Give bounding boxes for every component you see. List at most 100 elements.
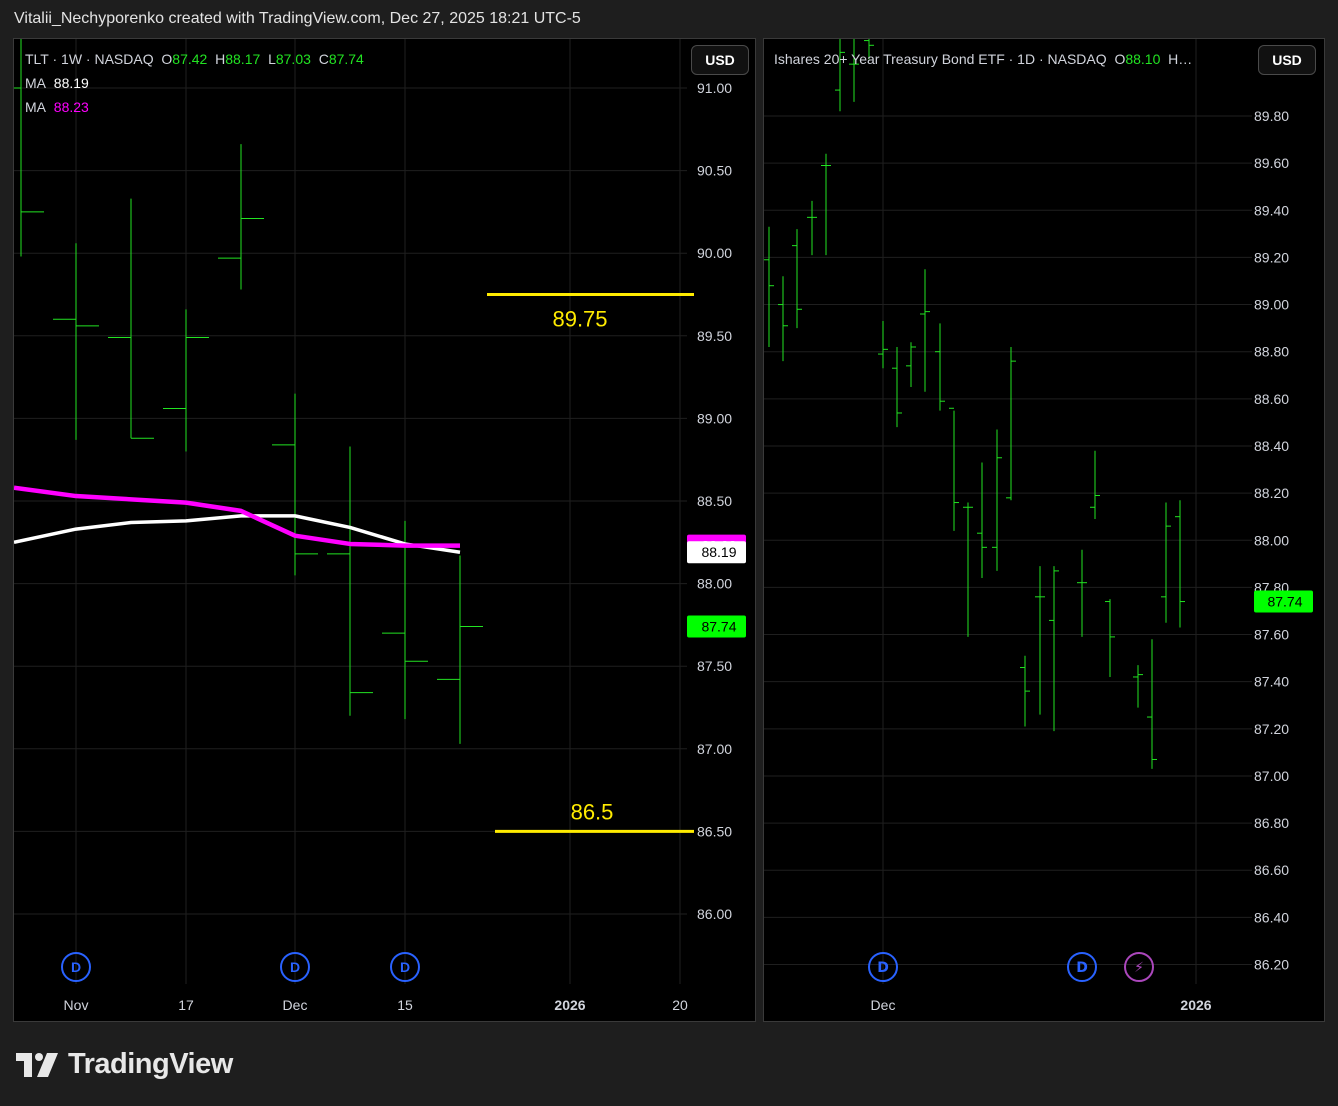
left-y-tick-label: 87.50 <box>697 658 732 674</box>
ma1-label: MA <box>25 75 46 91</box>
tradingview-logo-icon <box>16 1052 58 1077</box>
ma1-price-tag-bg <box>687 541 746 564</box>
left-y-tick-label: 90.00 <box>697 245 732 261</box>
ohlc-bar <box>108 198 154 439</box>
ohlc-bar <box>1090 450 1100 520</box>
left-x-tick-label: Nov <box>64 997 89 1013</box>
left-y-tick-label: 88.50 <box>697 493 732 509</box>
left-x-tick-label: 2026 <box>554 997 585 1013</box>
high-value: 88.17 <box>225 51 261 67</box>
ohlc-bar <box>1049 566 1059 732</box>
left-chart-panel[interactable]: 86.00 86.50 87.00 87.50 88.00 88.50 89.00 89.50… <box>13 38 756 1022</box>
ohlc-bar <box>849 39 859 102</box>
dividend-event-icon <box>868 952 898 982</box>
split-event-icon <box>1124 952 1154 982</box>
dividend-event-icon <box>61 952 91 982</box>
left-symbol[interactable]: TLT · 1W · NASDAQ <box>25 51 154 67</box>
left-x-tick-label: 20 <box>672 997 688 1013</box>
dividend-event-label: D <box>71 959 81 975</box>
dividend-event-icon <box>1067 952 1097 982</box>
right-y-tick-label: 87.40 <box>1254 674 1289 690</box>
right-open-value: 88.10 <box>1125 51 1161 67</box>
right-x-tick-label: 2026 <box>1180 997 1211 1013</box>
right-open-label: O <box>1114 51 1126 67</box>
ohlc-bar <box>1105 599 1115 677</box>
left-y-tick-label: 89.50 <box>697 328 732 344</box>
right-y-tick-label: 86.20 <box>1254 957 1289 973</box>
ohlc-bar <box>935 323 945 411</box>
right-y-tick-label: 88.40 <box>1254 438 1289 454</box>
ohlc-bar <box>977 462 987 578</box>
right-y-tick-label: 87.20 <box>1254 721 1289 737</box>
left-y-tick-label: 86.00 <box>697 906 732 922</box>
ohlc-bar <box>14 39 44 257</box>
dividend-event-icon <box>390 952 420 982</box>
right-y-tick-label: 87.00 <box>1254 768 1289 784</box>
left-x-tick-label: Dec <box>283 997 308 1013</box>
dividend-event-label: D <box>400 959 410 975</box>
right-currency-button[interactable]: USD <box>1258 45 1316 75</box>
ohlc-bar <box>764 226 774 347</box>
ohlc-bar <box>1161 502 1171 623</box>
split-event-label: ⚡ <box>1134 960 1144 976</box>
dividend-event-icon <box>280 952 310 982</box>
right-last-price-tag-bg <box>1254 590 1313 613</box>
ma-white-line <box>14 514 461 554</box>
tradingview-logo[interactable]: TradingView <box>16 1048 233 1081</box>
right-x-tick-label: Dec <box>871 997 896 1013</box>
low-value: 87.03 <box>275 51 311 67</box>
ma1-price-tag: 88.19 <box>701 544 736 560</box>
ohlc-bar <box>864 39 874 60</box>
open-value: 87.42 <box>172 51 208 67</box>
ma1-legend-row[interactable]: MA 88.19 <box>25 71 364 95</box>
right-y-tick-label: 86.40 <box>1254 909 1289 925</box>
left-y-tick-label: 88.00 <box>697 576 732 592</box>
ohlc-bar <box>792 229 802 329</box>
level-label-lower: 86.5 <box>571 799 614 824</box>
ohlc-bar <box>949 407 959 531</box>
last-price-tag-bg <box>687 615 746 638</box>
close-label: C <box>318 51 329 67</box>
ohlc-bar <box>1175 500 1185 628</box>
right-y-tick-label: 89.20 <box>1254 249 1289 265</box>
level-label-upper: 89.75 <box>552 307 607 332</box>
left-currency-button[interactable]: USD <box>691 45 749 75</box>
left-legend: TLT · 1W · NASDAQ O87.42 H88.17 L87.03 C… <box>25 47 364 119</box>
right-y-tick-label: 86.60 <box>1254 862 1289 878</box>
right-title[interactable]: Ishares 20+ Year Treasury Bond ETF · 1D … <box>774 51 1107 67</box>
ma1-value: 88.19 <box>53 75 89 91</box>
left-chart-canvas[interactable]: 86.00 86.50 87.00 87.50 88.00 88.50 89.00 89.50… <box>14 39 755 1021</box>
ohlc-bar <box>1133 665 1143 708</box>
ma2-legend-row[interactable]: MA 88.23 <box>25 95 364 119</box>
dividend-event-label: D <box>1076 960 1088 976</box>
right-y-tick-label: 89.00 <box>1254 297 1289 313</box>
ohlc-bar <box>1147 639 1157 769</box>
ohlc-bar <box>892 346 902 428</box>
ohlc-bar <box>1020 655 1030 727</box>
left-y-tick-label: 90.50 <box>697 163 732 179</box>
right-chart-panel[interactable]: 86.20 86.40 86.60 86.80 87.00 87.20 87.40 87.60… <box>763 38 1325 1022</box>
close-value: 87.74 <box>328 51 364 67</box>
right-y-tick-label: 89.60 <box>1254 155 1289 171</box>
ohlc-bar <box>1077 549 1087 637</box>
dividend-event-label: D <box>877 960 889 976</box>
ma-magenta-line <box>14 485 460 548</box>
right-y-tick-label: 88.80 <box>1254 344 1289 360</box>
ohlc-bar <box>992 429 1002 571</box>
right-y-tick-label: 86.80 <box>1254 815 1289 831</box>
ohlc-bar <box>218 144 264 290</box>
right-y-tick-label: 87.60 <box>1254 627 1289 643</box>
high-label: H <box>215 51 226 67</box>
tradingview-logo-text: TradingView <box>68 1048 233 1080</box>
ohlc-bar <box>437 555 483 744</box>
right-chart-canvas[interactable]: 86.20 86.40 86.60 86.80 87.00 87.20 87.40 87.60… <box>764 39 1324 1021</box>
right-legend: Ishares 20+ Year Treasury Bond ETF · 1D … <box>774 47 1192 71</box>
ohlc-bar <box>163 309 209 452</box>
ohlc-bar <box>272 393 318 576</box>
ohlc-bar <box>963 502 973 637</box>
left-legend-ohlc-row: TLT · 1W · NASDAQ O87.42 H88.17 L87.03 C… <box>25 47 364 71</box>
right-y-tick-label: 89.40 <box>1254 202 1289 218</box>
left-x-tick-label: 17 <box>178 997 194 1013</box>
dividend-event-label: D <box>290 959 300 975</box>
left-y-tick-label: 91.00 <box>697 80 732 96</box>
